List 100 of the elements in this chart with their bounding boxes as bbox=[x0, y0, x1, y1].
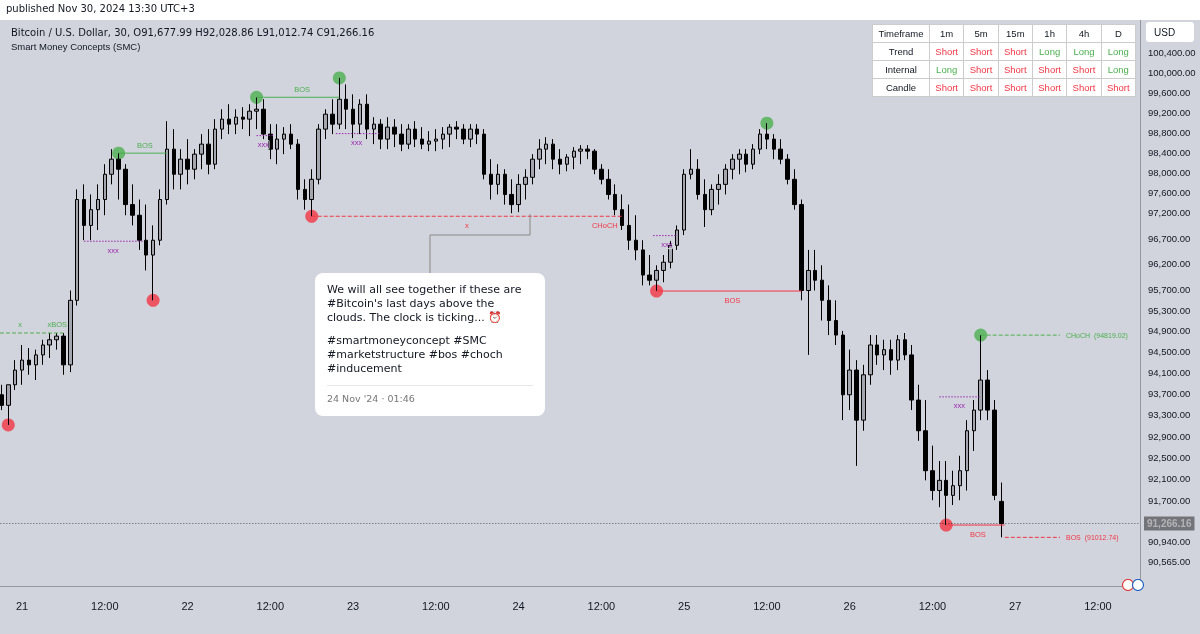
annotation: #smartmoneyconcept #SMC #marketstructure #bos #choch #inducement bbox=[327, 334, 504, 376]
candlestick bbox=[137, 199, 142, 251]
y-tick-label: 98,000.00 bbox=[1148, 166, 1191, 178]
x-tick-label: 12:00 bbox=[753, 599, 781, 612]
candlestick bbox=[351, 93, 355, 140]
candlestick bbox=[420, 126, 424, 150]
y-tick-label: 93,700.00 bbox=[1148, 388, 1191, 400]
candlestick bbox=[20, 344, 24, 386]
candlestick bbox=[654, 264, 659, 292]
candlestick bbox=[613, 183, 617, 216]
candlestick bbox=[275, 123, 279, 165]
y-tick-label: 95,300.00 bbox=[1148, 304, 1191, 316]
ref-line-label: 91,266.16 bbox=[1147, 518, 1192, 530]
candlestick bbox=[834, 299, 838, 346]
text: Short bbox=[1003, 46, 1027, 57]
candlestick bbox=[337, 77, 342, 130]
text: published Nov 30, 2024 13:30 UTC+3 bbox=[6, 3, 195, 14]
candlestick bbox=[820, 264, 824, 322]
y-tick-label: 96,700.00 bbox=[1148, 232, 1191, 244]
candlestick bbox=[813, 249, 817, 291]
category-label: 1h bbox=[1032, 24, 1067, 43]
candlestick bbox=[461, 123, 466, 145]
y-tick-label: 98,400.00 bbox=[1148, 146, 1191, 158]
point bbox=[760, 116, 774, 130]
candlestick bbox=[323, 108, 328, 140]
candlestick bbox=[772, 133, 776, 160]
y-tick-label: 99,200.00 bbox=[1148, 106, 1191, 118]
candlestick bbox=[103, 163, 107, 216]
candlestick bbox=[585, 144, 590, 160]
candlestick bbox=[751, 143, 755, 170]
x-tick-label: 12:00 bbox=[1084, 599, 1112, 612]
candlestick bbox=[489, 158, 493, 201]
text: Short bbox=[1038, 82, 1061, 93]
point bbox=[146, 293, 160, 307]
y-tick-label: 100,400.00 bbox=[1148, 47, 1196, 59]
candlestick bbox=[199, 133, 204, 170]
text: Timeframe bbox=[872, 24, 930, 43]
candlestick bbox=[620, 193, 624, 231]
text: Short bbox=[935, 82, 959, 93]
x-tick-label: 24 bbox=[512, 599, 525, 612]
candlestick bbox=[427, 130, 431, 152]
candlestick bbox=[468, 123, 473, 148]
candlestick bbox=[82, 183, 86, 241]
candlestick bbox=[709, 183, 714, 216]
candlestick bbox=[985, 369, 990, 421]
category-label: 15m bbox=[998, 24, 1033, 43]
y-axis-title: USD bbox=[1154, 26, 1176, 38]
candlestick bbox=[27, 347, 31, 376]
candlestick bbox=[96, 183, 100, 231]
text: Short bbox=[1072, 82, 1096, 93]
candlestick bbox=[330, 98, 335, 135]
candlestick bbox=[537, 138, 542, 170]
candlestick bbox=[854, 359, 859, 467]
x-tick-label: 22 bbox=[181, 599, 194, 612]
x-tick-label: 26 bbox=[843, 599, 856, 612]
candlestick bbox=[116, 152, 121, 201]
candlestick bbox=[6, 384, 11, 426]
text: Long bbox=[1039, 46, 1061, 57]
y-tick-label: 98,800.00 bbox=[1148, 126, 1191, 138]
y-tick-label: 96,200.00 bbox=[1148, 258, 1191, 270]
candlestick bbox=[806, 249, 811, 356]
candlestick bbox=[758, 128, 762, 155]
x-tick-label: 23 bbox=[346, 599, 360, 612]
candlestick bbox=[406, 123, 411, 150]
candlestick bbox=[392, 118, 397, 148]
candlestick bbox=[689, 148, 693, 180]
candlestick bbox=[158, 188, 162, 246]
candlestick bbox=[75, 188, 79, 306]
candlestick bbox=[627, 204, 631, 251]
candlestick bbox=[434, 128, 438, 152]
candlestick bbox=[151, 224, 155, 301]
text: Bitcoin / U.S. Dollar, 30, O91,677.99 H92,028.86 L91,012.74 C91,266.16 bbox=[11, 26, 375, 38]
candlestick bbox=[220, 108, 224, 140]
candlestick bbox=[558, 148, 562, 175]
candlestick bbox=[641, 239, 645, 286]
candlestick bbox=[316, 123, 321, 185]
candlestick bbox=[634, 214, 638, 261]
candlestick bbox=[896, 334, 900, 371]
candlestick bbox=[978, 334, 983, 421]
candlestick bbox=[13, 359, 17, 391]
candlestick bbox=[675, 224, 679, 251]
candlestick bbox=[89, 193, 93, 241]
candlestick bbox=[309, 168, 314, 217]
candlestick bbox=[544, 136, 548, 165]
candlestick bbox=[282, 126, 286, 155]
candlestick bbox=[47, 332, 52, 359]
y-tick-label: 99,600.00 bbox=[1148, 86, 1191, 98]
y-tick-label: 93,300.00 bbox=[1148, 409, 1191, 421]
text: Long bbox=[1073, 46, 1095, 57]
candlestick bbox=[289, 123, 293, 150]
candlestick bbox=[213, 118, 217, 170]
candlestick bbox=[165, 120, 169, 206]
candlestick bbox=[799, 199, 804, 301]
annotation: 24 Nov '24 · 01:46 bbox=[327, 385, 533, 406]
candlestick bbox=[992, 399, 997, 501]
candlestick bbox=[723, 163, 728, 195]
candlestick bbox=[778, 138, 783, 165]
candlestick bbox=[916, 384, 921, 442]
x-tick-label: 12:00 bbox=[422, 599, 450, 612]
candlestick bbox=[730, 153, 735, 180]
